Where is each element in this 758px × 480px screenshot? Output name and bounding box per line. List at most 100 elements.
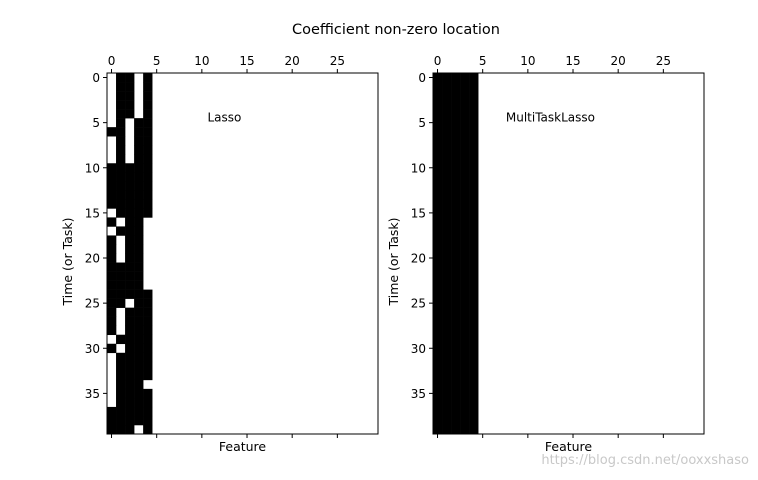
lasso-cell-r22-c3 (134, 271, 144, 281)
lasso-cell-r8-c3 (134, 145, 144, 155)
lasso-ytick-label-0: 0 (92, 71, 100, 85)
lasso-cell-r29-c2 (125, 334, 135, 345)
lasso-cell-r32-c3 (134, 361, 144, 372)
lasso-xtick-label-15: 15 (239, 54, 254, 68)
lasso-cell-r15-c3 (134, 208, 144, 218)
lasso-cell-r11-c0 (107, 172, 117, 182)
lasso-cell-r12-c3 (134, 181, 144, 191)
lasso-cell-r33-c4 (143, 370, 153, 381)
lasso-cell-r8-c4 (143, 145, 153, 155)
lasso-cell-r3-c4 (143, 100, 153, 110)
lasso-cell-r23-c0 (107, 280, 117, 290)
multitasklasso-annotation: MultiTaskLasso (506, 111, 595, 125)
lasso-cell-r37-c4 (143, 406, 153, 417)
lasso-cell-r19-c0 (107, 244, 117, 254)
lasso-cell-r30-c2 (125, 343, 135, 354)
lasso-cell-r20-c3 (134, 253, 144, 263)
lasso-cell-r14-c4 (143, 199, 153, 209)
lasso-cell-r31-c2 (125, 352, 135, 363)
lasso-cell-r10-c0 (107, 163, 117, 173)
multitasklasso-xtick-label-20: 20 (611, 54, 626, 68)
lasso-cell-r4-c2 (125, 109, 135, 119)
lasso-cell-r9-c3 (134, 154, 144, 164)
lasso-cell-r2-c2 (125, 91, 135, 101)
lasso-cell-r26-c0 (107, 307, 117, 317)
lasso-cell-r6-c3 (134, 127, 144, 137)
lasso-cell-r5-c3 (134, 118, 144, 128)
lasso-cell-r4-c1 (116, 109, 126, 119)
multitasklasso-xtick-label-0: 0 (434, 54, 442, 68)
lasso-cell-r12-c0 (107, 181, 117, 191)
lasso-cell-r13-c3 (134, 190, 144, 200)
lasso-cell-r39-c2 (125, 424, 135, 435)
lasso-cell-r18-c0 (107, 235, 117, 245)
lasso-cell-r17-c3 (134, 226, 144, 236)
multitasklasso-ytick-label-0: 0 (418, 71, 426, 85)
lasso-cell-r30-c3 (134, 343, 144, 354)
lasso-cell-r33-c2 (125, 370, 135, 381)
lasso-cell-r3-c2 (125, 100, 135, 110)
lasso-xlabel: Feature (219, 439, 267, 454)
lasso-cell-r31-c1 (116, 352, 126, 363)
lasso-ytick-label-20: 20 (85, 252, 100, 266)
lasso-cell-r17-c1 (116, 226, 126, 236)
lasso-cell-r15-c1 (116, 208, 126, 218)
lasso-cell-r11-c2 (125, 172, 135, 182)
lasso-cell-r6-c1 (116, 127, 126, 137)
lasso-cell-r34-c2 (125, 379, 135, 390)
lasso-cell-r33-c3 (134, 370, 144, 381)
lasso-cell-r30-c0 (107, 343, 117, 354)
lasso-xtick-label-10: 10 (194, 54, 209, 68)
lasso-cell-r13-c1 (116, 190, 126, 200)
watermark: https://blog.csdn.net/ooxxshaso (541, 453, 749, 468)
lasso-cell-r12-c2 (125, 181, 135, 191)
multitasklasso-cells (433, 73, 479, 434)
multitasklasso-axes-frame (432, 72, 705, 435)
lasso-cell-r23-c2 (125, 280, 135, 290)
lasso-cell-r28-c3 (134, 325, 144, 336)
lasso-cell-r16-c0 (107, 217, 117, 227)
lasso-cell-r1-c4 (143, 82, 153, 92)
lasso-cell-r22-c2 (125, 271, 135, 281)
lasso-cell-r0-c2 (125, 73, 135, 83)
multitasklasso-ytick-label-20: 20 (411, 252, 426, 266)
multitasklasso-panel: 0 5 10 15 20 25 0 5 10 15 20 25 30 35 MultiTaskLasso Fe… (386, 54, 705, 454)
lasso-cell-r18-c2 (125, 235, 135, 245)
lasso-cell-r34-c1 (116, 379, 126, 390)
lasso-cell-r16-c2 (125, 217, 135, 227)
multitasklasso-ytick-label-35: 35 (411, 387, 426, 401)
lasso-cell-r5-c1 (116, 118, 126, 128)
lasso-cell-r27-c0 (107, 316, 117, 326)
lasso-annotation: Lasso (207, 111, 241, 125)
lasso-xtick-label-5: 5 (153, 54, 161, 68)
multitasklasso-column-c4 (469, 73, 479, 434)
lasso-ytick-label-35: 35 (85, 387, 100, 401)
lasso-cell-r3-c1 (116, 100, 126, 110)
lasso-cell-r36-c1 (116, 397, 126, 408)
multitasklasso-xtick-label-15: 15 (565, 54, 580, 68)
lasso-cell-r24-c1 (116, 289, 126, 299)
multitasklasso-xlabel: Feature (545, 439, 593, 454)
lasso-cell-r13-c2 (125, 190, 135, 200)
lasso-cell-r1-c1 (116, 82, 126, 92)
lasso-ylabel: Time (or Task) (60, 217, 75, 306)
lasso-cell-r14-c2 (125, 199, 135, 209)
lasso-cell-r29-c1 (116, 334, 126, 345)
multitasklasso-ytick-label-15: 15 (411, 206, 426, 220)
lasso-cell-r36-c3 (134, 397, 144, 408)
lasso-cells (107, 73, 153, 435)
multitasklasso-ytick-label-10: 10 (411, 161, 426, 175)
lasso-ytick-label-30: 30 (85, 342, 100, 356)
lasso-cell-r20-c2 (125, 253, 135, 263)
lasso-cell-r38-c2 (125, 415, 135, 426)
lasso-cell-r12-c4 (143, 181, 153, 191)
lasso-cell-r29-c4 (143, 334, 153, 345)
lasso-cell-r35-c3 (134, 388, 144, 399)
lasso-cell-r21-c3 (134, 262, 144, 272)
lasso-cell-r21-c0 (107, 262, 117, 272)
lasso-cell-r25-c3 (134, 298, 144, 308)
lasso-cell-r38-c1 (116, 415, 126, 426)
lasso-cell-r2-c4 (143, 91, 153, 101)
lasso-cell-r7-c3 (134, 136, 144, 146)
